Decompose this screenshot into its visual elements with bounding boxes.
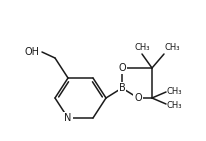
Text: B: B [119,83,125,93]
Text: O: O [118,63,126,73]
Text: OH: OH [25,47,40,57]
Text: CH₃: CH₃ [167,86,183,95]
Text: O: O [134,93,142,103]
Text: CH₃: CH₃ [134,43,150,52]
Text: CH₃: CH₃ [167,101,183,110]
Text: N: N [64,113,72,123]
Text: CH₃: CH₃ [165,43,180,52]
